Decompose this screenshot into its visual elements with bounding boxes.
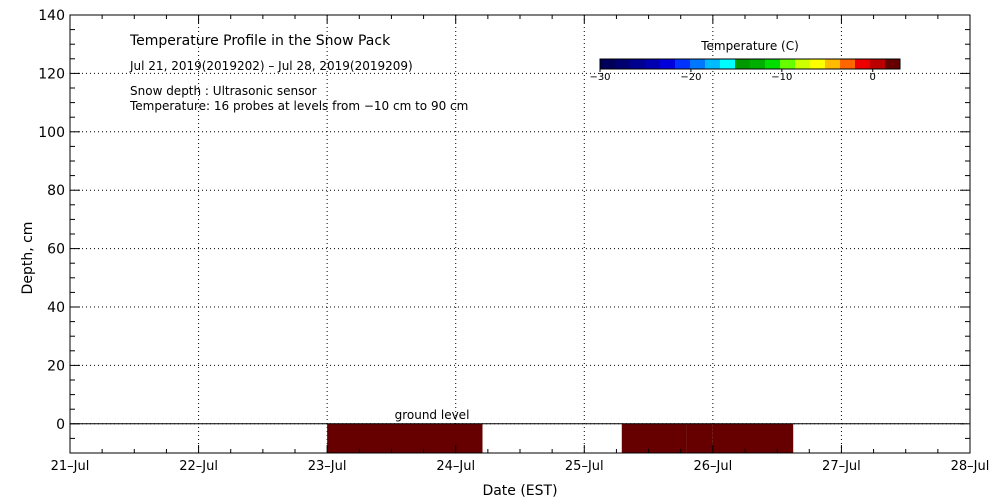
colorbar-swatch	[630, 59, 646, 69]
y-tick-label: 80	[47, 183, 65, 199]
colorbar-swatch	[840, 59, 856, 69]
colorbar-swatch	[735, 59, 751, 69]
axis-ticks	[69, 14, 971, 454]
chart-title: Temperature Profile in the Snow Pack	[129, 33, 391, 49]
y-axis-label: Depth, cm	[20, 222, 36, 295]
y-tick-label: 60	[47, 242, 65, 258]
y-tick-label: 20	[47, 358, 65, 374]
colorbar: −30 −20 −10 0	[589, 58, 901, 83]
x-tick-label: 22–Jul	[179, 459, 218, 474]
x-tick-label: 21–Jul	[51, 459, 90, 474]
y-tick-label: 120	[38, 66, 65, 82]
temperature-cell	[327, 423, 483, 453]
x-tick-label: 24–Jul	[436, 459, 475, 474]
temperature-cell	[621, 423, 687, 453]
y-tick-label: 0	[56, 417, 65, 433]
colorbar-title: Temperature (C)	[700, 39, 799, 53]
ground-level-label: ground level	[395, 408, 470, 422]
temperature-cell	[686, 423, 713, 453]
axis-tick-labels: 21–Jul 22–Jul 23–Jul 24–Jul 25–Jul 26–Jul 27–J…	[38, 8, 989, 474]
colorbar-swatch	[705, 59, 721, 69]
colorbar-tick-label: −30	[589, 72, 610, 83]
colorbar-swatch	[870, 59, 886, 69]
colorbar-swatch	[675, 59, 691, 69]
y-tick-label: 40	[47, 300, 65, 316]
x-tick-label: 23–Jul	[308, 459, 347, 474]
colorbar-swatch	[795, 59, 811, 69]
x-tick-label: 27–Jul	[822, 459, 861, 474]
note-snow-depth: Snow depth : Ultrasonic sensor	[130, 84, 317, 98]
colorbar-swatch	[810, 59, 826, 69]
colorbar-swatch	[660, 59, 676, 69]
colorbar-swatch	[855, 59, 871, 69]
y-tick-label: 100	[38, 125, 65, 141]
colorbar-swatch	[645, 59, 661, 69]
note-temperature-probes: Temperature: 16 probes at levels from −1…	[129, 99, 468, 113]
grid	[70, 15, 970, 453]
colorbar-frame	[599, 58, 901, 70]
date-range: Jul 21, 2019(2019202) – Jul 28, 2019(201…	[129, 59, 413, 73]
colorbar-swatch	[750, 59, 766, 69]
x-tick-label: 28–Jul	[951, 459, 990, 474]
colorbar-swatch	[720, 59, 736, 69]
colorbar-tick-label: 0	[870, 72, 876, 83]
colorbar-tick-label: −20	[680, 72, 701, 83]
plot-frame	[69, 14, 971, 454]
colorbar-swatch	[600, 59, 616, 69]
x-axis-label: Date (EST)	[482, 483, 557, 499]
colorbar-swatch	[690, 59, 706, 69]
colorbar-tick-label: −10	[771, 72, 792, 83]
temperature-cell	[712, 423, 794, 453]
temperature-cells	[327, 423, 794, 453]
colorbar-swatch	[825, 59, 841, 69]
colorbar-swatch	[615, 59, 631, 69]
colorbar-swatch	[780, 59, 796, 69]
x-tick-label: 26–Jul	[693, 459, 732, 474]
colorbar-swatch	[765, 59, 781, 69]
y-tick-label: 140	[38, 8, 65, 24]
colorbar-swatch	[885, 59, 901, 69]
x-tick-label: 25–Jul	[565, 459, 604, 474]
